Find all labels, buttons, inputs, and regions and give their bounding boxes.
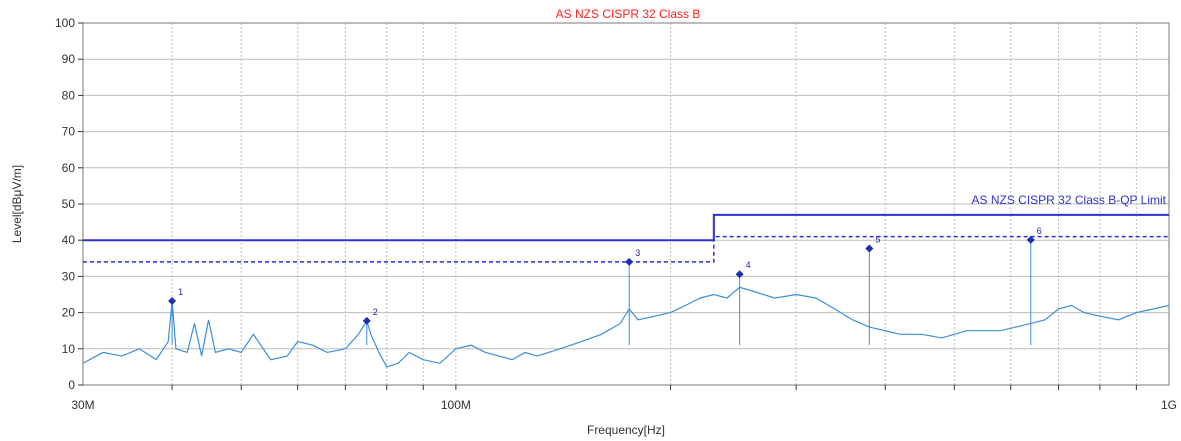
marker-point — [168, 297, 177, 306]
chart-title: AS NZS CISPR 32 Class B — [556, 7, 701, 21]
marker-point — [625, 257, 634, 266]
marker-label: 3 — [635, 248, 640, 258]
qp-limit-line — [83, 213, 1169, 242]
y-tick-label: 40 — [62, 233, 76, 247]
y-tick-label: 10 — [62, 342, 76, 356]
series-group — [82, 213, 1170, 368]
x-tick-label: 100M — [441, 398, 471, 412]
y-tick-label: 0 — [68, 378, 75, 392]
margin-limit-line — [83, 235, 1169, 263]
limit-label: AS NZS CISPR 32 Class B-QP Limit — [972, 193, 1167, 207]
y-tick-label: 20 — [62, 306, 76, 320]
marker-point — [362, 316, 371, 325]
x-axis: 30M 100M 1G — [71, 385, 1177, 412]
y-tick-label: 90 — [62, 52, 76, 66]
marker-label: 2 — [373, 307, 378, 317]
y-axis-title: Level[dBμV/m] — [10, 165, 24, 243]
x-tick-label: 1G — [1161, 398, 1177, 412]
marker-label: 5 — [875, 235, 880, 245]
marker-point — [865, 244, 874, 253]
y-axis: 0 10 20 30 40 50 60 70 80 90 100 — [55, 16, 83, 392]
x-axis-title: Frequency[Hz] — [587, 423, 665, 437]
measurement-trace — [82, 286, 1170, 368]
marker-label: 6 — [1037, 226, 1042, 236]
y-tick-label: 30 — [62, 269, 76, 283]
y-tick-label: 100 — [55, 16, 75, 30]
y-tick-label: 50 — [62, 197, 76, 211]
y-tick-label: 70 — [62, 125, 76, 139]
marker-label: 4 — [746, 260, 751, 270]
marker-point — [1026, 235, 1035, 244]
y-tick-label: 80 — [62, 88, 76, 102]
markers-group: 1 2 3 4 5 6 — [168, 226, 1042, 345]
marker-label: 1 — [178, 287, 183, 297]
x-tick-label: 30M — [71, 398, 94, 412]
marker-point — [735, 270, 744, 279]
y-tick-label: 60 — [62, 161, 76, 175]
